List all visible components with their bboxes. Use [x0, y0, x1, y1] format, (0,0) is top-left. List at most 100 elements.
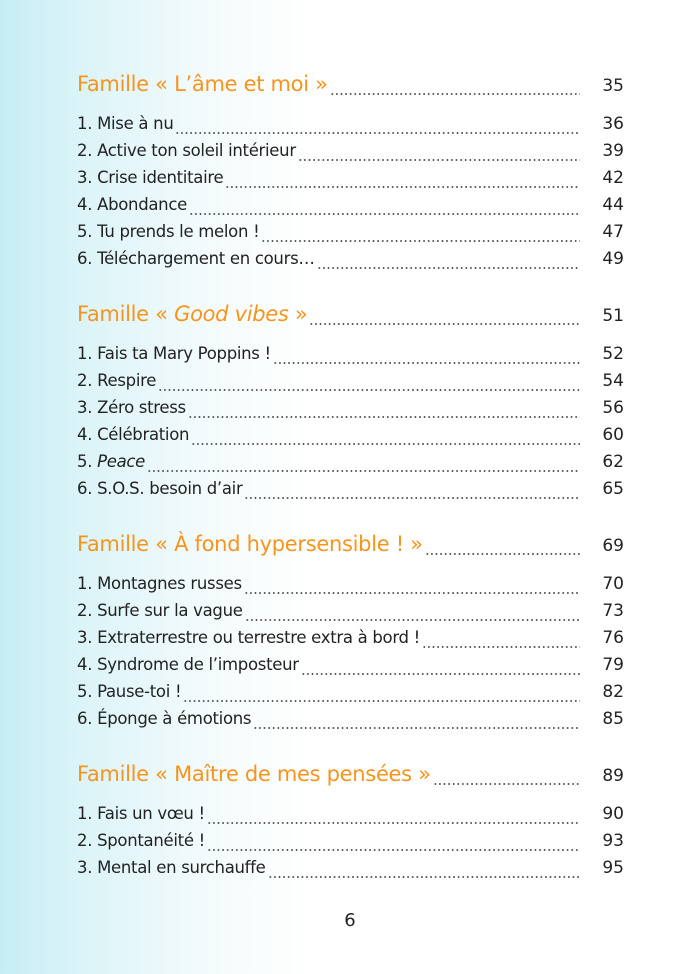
entry-title: 4. Abondance	[77, 195, 187, 214]
entry-title: 3. Zéro stress	[77, 398, 186, 417]
entry-page-number: 76	[602, 628, 624, 648]
toc-entry[interactable]: 3. Mental en surchauffe 95	[77, 858, 624, 885]
entry-page-number: 47	[602, 222, 624, 242]
entry-title: 1. Fais un vœu !	[77, 804, 205, 823]
dot-leader	[253, 727, 580, 729]
entry-title: 3. Crise identitaire	[77, 168, 224, 187]
entry-title: 1. Fais ta Mary Poppins !	[77, 344, 271, 363]
dot-leader	[297, 159, 580, 161]
section-page-number: 35	[602, 76, 624, 96]
dot-leader	[206, 822, 580, 824]
dot-leader	[206, 849, 580, 851]
entry-page-number: 93	[602, 831, 624, 851]
entry-title: 6. S.O.S. besoin d’air	[77, 479, 243, 498]
entry-page-number: 36	[602, 114, 624, 134]
section-heading[interactable]: Famille « L’âme et moi » 35	[77, 72, 624, 104]
entry-title: 2. Active ton soleil intérieur	[77, 141, 296, 160]
entry-page-number: 73	[602, 601, 624, 621]
entry-title: 2. Surfe sur la vague	[77, 601, 243, 620]
toc-entry[interactable]: 3. Extraterrestre ou terrestre extra à b…	[77, 628, 624, 655]
dot-leader	[147, 470, 580, 472]
entry-title: 5. Pause-toi !	[77, 682, 182, 701]
toc-section: Famille « Maître de mes pensées » 89 1. Fa…	[77, 762, 624, 885]
dot-leader	[187, 416, 580, 418]
entry-title: 4. Syndrome de l’imposteur	[77, 655, 299, 674]
toc-entry[interactable]: 5. Peace 62	[77, 452, 624, 479]
section-heading[interactable]: Famille « Maître de mes pensées » 89	[77, 762, 624, 794]
toc-entry[interactable]: 2. Surfe sur la vague 73	[77, 601, 624, 628]
entry-page-number: 90	[602, 804, 624, 824]
entry-title: 1. Mise à nu	[77, 114, 174, 133]
entry-page-number: 85	[602, 709, 624, 729]
dot-leader	[158, 389, 580, 391]
section-heading[interactable]: Famille « Good vibes » 51	[77, 302, 624, 334]
entry-title: 1. Montagnes russes	[77, 574, 242, 593]
dot-leader	[244, 497, 580, 499]
toc-entry[interactable]: 5. Pause-toi ! 82	[77, 682, 624, 709]
section-title: Famille « Maître de mes pensées »	[77, 762, 431, 786]
toc-entry[interactable]: 4. Abondance 44	[77, 195, 624, 222]
toc-entry[interactable]: 5. Tu prends le melon ! 47	[77, 222, 624, 249]
toc-entry[interactable]: 2. Spontanéité ! 93	[77, 831, 624, 858]
entry-title: 5. Peace	[77, 452, 146, 471]
entry-page-number: 79	[602, 655, 624, 675]
entry-page-number: 49	[602, 249, 624, 269]
entry-page-number: 62	[602, 452, 624, 472]
entry-title: 2. Respire	[77, 371, 157, 390]
toc-entry[interactable]: 1. Mise à nu 36	[77, 114, 624, 141]
dot-leader	[183, 700, 580, 702]
section-title: Famille « À fond hypersensible ! »	[77, 532, 423, 556]
entry-page-number: 39	[602, 141, 624, 161]
entry-page-number: 95	[602, 858, 624, 878]
dot-leader	[300, 673, 580, 675]
entry-page-number: 54	[602, 371, 624, 391]
toc-entry[interactable]: 3. Zéro stress 56	[77, 398, 624, 425]
toc-entry[interactable]: 1. Montagnes russes 70	[77, 574, 624, 601]
dot-leader	[261, 240, 580, 242]
dot-leader	[272, 362, 580, 364]
section-title: Famille « L’âme et moi »	[77, 72, 328, 96]
entry-title: 5. Tu prends le melon !	[77, 222, 260, 241]
toc-entry[interactable]: 6. S.O.S. besoin d’air 65	[77, 479, 624, 506]
toc-entry[interactable]: 6. Éponge à émotions 85	[77, 709, 624, 736]
toc-entry[interactable]: 3. Crise identitaire 42	[77, 168, 624, 195]
section-page-number: 51	[602, 306, 624, 326]
dot-leader	[424, 553, 580, 555]
toc-entry[interactable]: 6. Téléchargement en cours… 49	[77, 249, 624, 276]
toc-entry[interactable]: 1. Fais ta Mary Poppins ! 52	[77, 344, 624, 371]
dot-leader	[421, 646, 580, 648]
entry-page-number: 70	[602, 574, 624, 594]
toc-entry[interactable]: 4. Syndrome de l’imposteur 79	[77, 655, 624, 682]
dot-leader	[329, 93, 580, 95]
dot-leader	[188, 213, 580, 215]
entry-page-number: 60	[602, 425, 624, 445]
toc-entry[interactable]: 4. Célébration 60	[77, 425, 624, 452]
dot-leader	[309, 323, 580, 325]
page-number: 6	[344, 910, 356, 931]
dot-leader	[244, 619, 580, 621]
entry-page-number: 52	[602, 344, 624, 364]
dot-leader	[316, 267, 580, 269]
entry-title: 6. Téléchargement en cours…	[77, 249, 315, 268]
entry-title: 2. Spontanéité !	[77, 831, 205, 850]
toc-entry[interactable]: 2. Respire 54	[77, 371, 624, 398]
section-page-number: 69	[602, 536, 624, 556]
entry-page-number: 44	[602, 195, 624, 215]
entry-title: 3. Mental en surchauffe	[77, 858, 266, 877]
dot-leader	[432, 783, 580, 785]
toc-section: Famille « Good vibes » 51 1. Fais ta Mary …	[77, 302, 624, 506]
dot-leader	[267, 876, 580, 878]
toc-section: Famille « L’âme et moi » 35 1. Mise à nu 36…	[77, 72, 624, 276]
dot-leader	[225, 186, 580, 188]
toc-entry[interactable]: 2. Active ton soleil intérieur 39	[77, 141, 624, 168]
entry-title: 6. Éponge à émotions	[77, 709, 252, 728]
entry-page-number: 82	[602, 682, 624, 702]
entry-title: 3. Extraterrestre ou terrestre extra à b…	[77, 628, 420, 647]
entry-page-number: 42	[602, 168, 624, 188]
dot-leader	[175, 132, 580, 134]
toc-entry[interactable]: 1. Fais un vœu ! 90	[77, 804, 624, 831]
section-heading[interactable]: Famille « À fond hypersensible ! » 69	[77, 532, 624, 564]
toc-section: Famille « À fond hypersensible ! » 69 1. M…	[77, 532, 624, 736]
dot-leader	[191, 443, 580, 445]
entry-title: 4. Célébration	[77, 425, 190, 444]
